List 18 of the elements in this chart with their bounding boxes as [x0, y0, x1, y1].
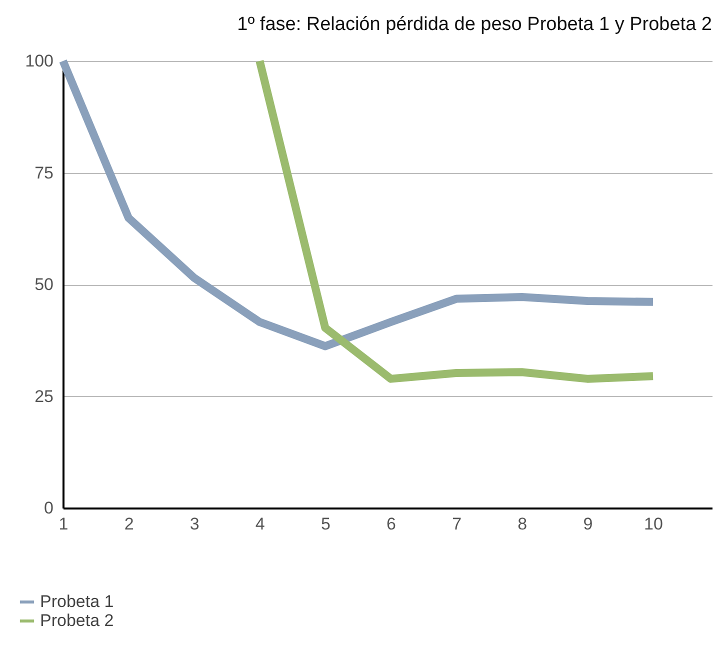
y-tick-label: 25: [34, 386, 54, 406]
x-tick-label: 3: [190, 514, 200, 534]
y-tick-label: 100: [25, 52, 54, 70]
y-tick-label: 0: [44, 498, 54, 518]
y-tick-label: 75: [34, 163, 54, 182]
legend-label: Probeta 1: [40, 592, 114, 611]
x-tick-label: 10: [644, 514, 663, 534]
legend-label: Probeta 2: [40, 611, 114, 630]
x-tick-label: 5: [320, 514, 330, 534]
x-tick-label: 6: [386, 514, 396, 534]
x-tick-label: 1: [58, 514, 68, 534]
x-tick-label: 8: [518, 514, 528, 534]
x-tick-label: 9: [583, 514, 593, 534]
y-tick-label: 50: [34, 275, 54, 294]
x-tick-label: 4: [255, 514, 265, 534]
x-tick-label: 2: [124, 514, 134, 534]
chart-title: 1º fase: Relación pérdida de peso Probeta 1 y Probeta 2: [237, 14, 712, 35]
x-tick-label: 7: [452, 514, 462, 534]
